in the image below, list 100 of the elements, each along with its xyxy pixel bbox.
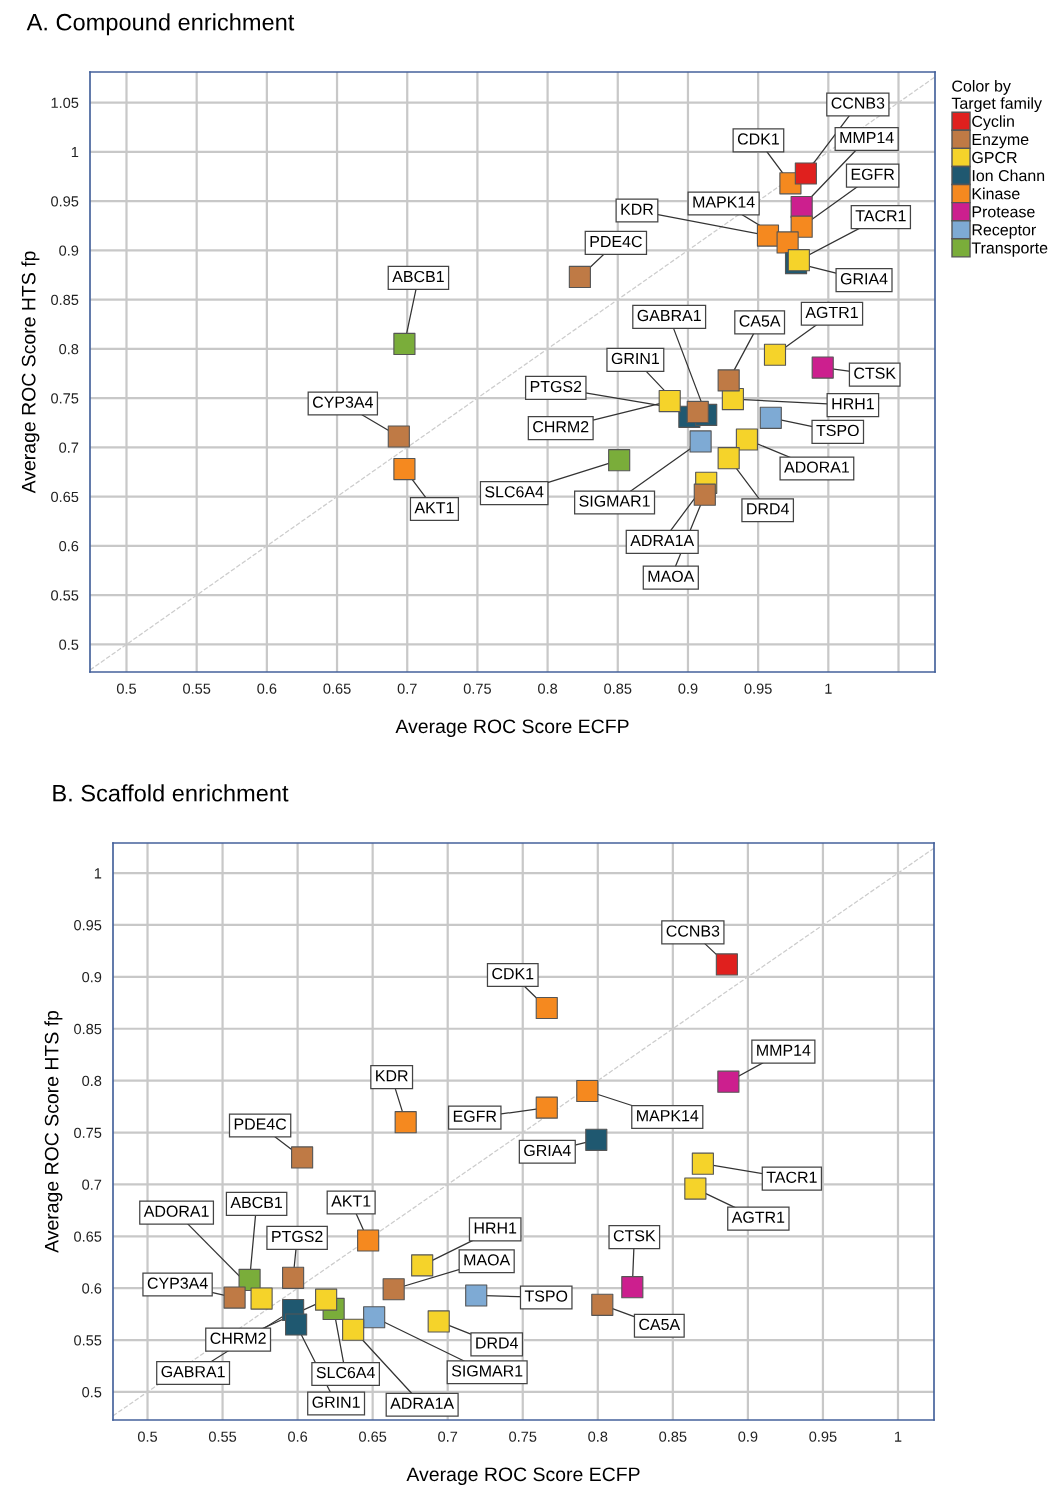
annotation: MAOA <box>464 1254 511 1266</box>
point <box>363 1306 386 1329</box>
y-tick-label: 0.8 <box>82 1075 102 1087</box>
y-tick-label: 0.85 <box>51 294 79 306</box>
point <box>411 1254 434 1277</box>
annotation: DRD4 <box>476 1337 518 1349</box>
y-tick-label: 0.9 <box>82 971 102 983</box>
annotation: GRIN1 <box>611 352 659 365</box>
legend-title: Color by Target family <box>951 79 1042 113</box>
point <box>608 449 631 472</box>
x-tick-label: 0.8 <box>588 1431 608 1442</box>
x-tick-label: 0.85 <box>659 1431 687 1442</box>
x-tick-label: 0.9 <box>738 1431 758 1442</box>
y-tick-label: 0.5 <box>82 1387 102 1398</box>
point <box>759 406 782 429</box>
y-tick-label: 0.6 <box>59 540 79 552</box>
annotation: AKT1 <box>414 502 454 514</box>
y-tick-label: 0.95 <box>51 196 79 207</box>
y-axis-title: Average ROC Score HTS fp <box>21 251 40 494</box>
x-tick-label: 0.5 <box>116 683 137 694</box>
point <box>691 1152 714 1175</box>
annotation: MAOA <box>648 570 695 582</box>
y-tick-label: 0.65 <box>51 491 79 503</box>
point <box>342 1318 365 1341</box>
point <box>717 1070 740 1093</box>
legend-label: Receptor <box>972 224 1036 239</box>
point <box>250 1287 273 1310</box>
point <box>282 1266 305 1289</box>
annotation: PTGS2 <box>530 380 582 393</box>
y-tick-label: 0.75 <box>51 393 79 404</box>
x-tick-label: 0.55 <box>183 683 211 694</box>
annotation: KDR <box>621 203 654 215</box>
annotation: TSPO <box>524 1290 568 1302</box>
annotation: MAPK14 <box>693 196 755 208</box>
y-tick-label: 0.9 <box>59 245 79 256</box>
annotation: ABCB1 <box>392 270 444 283</box>
annotation: GABRA1 <box>637 309 701 322</box>
annotation: CHRM2 <box>210 1332 266 1344</box>
annotation: ABCB1 <box>230 1196 282 1209</box>
x-tick-label: 0.7 <box>438 1431 458 1442</box>
x-tick-label: 0.95 <box>744 683 772 694</box>
annotation: CA5A <box>739 315 781 327</box>
legend-label: Cyclin <box>972 115 1014 131</box>
legend-label: Enzyme <box>972 133 1029 149</box>
x-tick-label: 0.65 <box>359 1431 387 1442</box>
point <box>291 1146 314 1169</box>
point <box>756 224 780 247</box>
x-tick-label: 0.9 <box>678 683 698 694</box>
annotation: GRIA4 <box>840 273 888 285</box>
annotation: PTGS2 <box>272 1230 323 1243</box>
x-axis-title: Average ROC Score ECFP <box>406 1467 640 1486</box>
annotation: ADORA1 <box>143 1205 209 1217</box>
y-tick-label: 0.5 <box>59 639 79 650</box>
point <box>393 457 416 481</box>
y-tick-label: 1 <box>94 868 102 879</box>
x-tick-label: 0.5 <box>137 1431 158 1442</box>
y-tick-label: 0.7 <box>59 442 79 453</box>
legend-label: Transporte <box>971 242 1048 257</box>
annotation: PDE4C <box>590 235 642 248</box>
annotation: HRH1 <box>474 1222 517 1234</box>
annotation: CHRM2 <box>533 421 589 433</box>
x-tick-label: 0.7 <box>397 683 417 694</box>
y-tick-label: 0.85 <box>74 1023 102 1035</box>
annotation: ADRA1A <box>630 534 695 546</box>
annotation: GABRA1 <box>161 1365 225 1378</box>
point <box>776 231 799 254</box>
annotation: ADRA1A <box>390 1397 455 1409</box>
y-tick-label: 0.75 <box>74 1127 102 1138</box>
x-tick-label: 0.55 <box>208 1431 237 1442</box>
annotation: CDK1 <box>737 133 779 145</box>
point <box>535 996 558 1020</box>
y-tick-label: 1.05 <box>51 97 79 108</box>
point <box>811 356 834 379</box>
x-tick-label: 0.85 <box>604 683 632 694</box>
x-tick-label: 0.6 <box>257 683 277 694</box>
annotation: KDR <box>376 1070 408 1082</box>
point <box>715 953 738 976</box>
y-tick-label: 0.95 <box>74 920 102 931</box>
point <box>576 1079 599 1103</box>
x-axis-title: Average ROC Score ECFP <box>395 719 629 738</box>
annotation: SLC6A4 <box>316 1366 375 1379</box>
annotation: PDE4C <box>234 1118 287 1130</box>
legend-label: Protease <box>972 206 1035 218</box>
annotation: CTSK <box>854 367 896 379</box>
annotation: GRIA4 <box>524 1144 571 1157</box>
annotation: EGFR <box>851 168 895 180</box>
annotation: TSPO <box>816 424 859 437</box>
annotation: MMP14 <box>840 132 894 144</box>
x-tick-label: 1 <box>825 683 832 694</box>
point <box>686 400 709 423</box>
y-tick-label: 0.65 <box>74 1231 102 1242</box>
annotation: SIGMAR1 <box>451 1365 523 1377</box>
point <box>394 1111 417 1134</box>
annotation: CYP3A4 <box>312 396 373 408</box>
chart-title: B. Scaffold enrichment <box>53 784 289 802</box>
point <box>717 369 740 392</box>
x-tick-label: 0.8 <box>538 683 558 694</box>
annotation: TACR1 <box>766 1171 817 1183</box>
annotation: CCNB3 <box>666 925 720 937</box>
x-tick-label: 1 <box>895 1431 902 1442</box>
